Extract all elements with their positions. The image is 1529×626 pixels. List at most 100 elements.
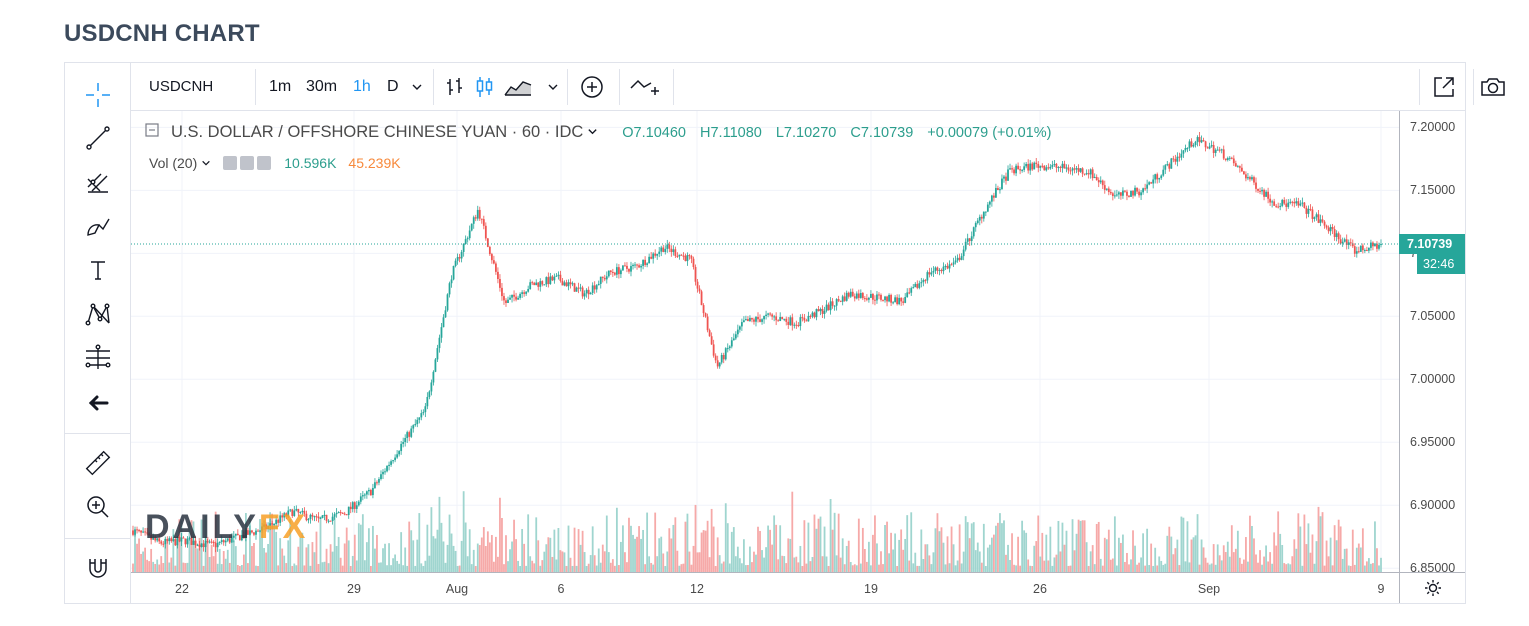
ohlc-values: O7.10460 H7.11080 L7.10270 C7.10739 +0.0… [622, 125, 1061, 141]
close-icon[interactable] [257, 156, 272, 170]
volume-bar [1198, 564, 1201, 572]
volume-bar [1029, 565, 1032, 572]
candle-body [349, 506, 352, 510]
candle-body [1017, 165, 1019, 170]
area-style-button[interactable] [503, 63, 533, 110]
candle-body [755, 316, 757, 322]
volume-bar [414, 565, 417, 572]
interval-dropdown[interactable] [411, 63, 423, 110]
candle-body [954, 260, 957, 263]
candle-body [624, 265, 626, 267]
volume-bar [936, 513, 939, 572]
hide-series-icon[interactable] [145, 123, 159, 142]
candles-style-button[interactable] [473, 63, 497, 110]
candle-body [1113, 195, 1116, 197]
candle-body [648, 256, 651, 264]
prediction-tool[interactable] [65, 338, 130, 378]
add-indicator-button[interactable] [579, 63, 605, 110]
volume-bar [1230, 525, 1233, 572]
interval-1h[interactable]: 1h [353, 77, 371, 95]
candle-body [1087, 173, 1090, 175]
volume-bar [1160, 560, 1163, 572]
screenshot-button[interactable] [1479, 63, 1507, 110]
volume-bar [1021, 520, 1024, 572]
measure-tool[interactable] [65, 443, 130, 483]
volume-bar [1283, 563, 1286, 572]
volume-bar [777, 559, 780, 572]
compare-button[interactable] [629, 63, 661, 110]
candle-body [710, 336, 713, 345]
volume-bar [795, 556, 798, 572]
text-tool[interactable] [65, 250, 130, 290]
candle-body [224, 540, 227, 543]
pattern-tool[interactable] [65, 294, 130, 334]
settings-icon[interactable] [240, 156, 255, 170]
zoom-in-tool[interactable] [65, 487, 130, 527]
crosshair-tool[interactable] [65, 75, 130, 115]
price-tick-label: 6.95000 [1410, 435, 1456, 450]
chart-style-dropdown[interactable] [547, 63, 559, 110]
candle-body [1370, 242, 1372, 248]
candle-body [200, 543, 203, 548]
volume-bar [668, 528, 671, 572]
volume-dropdown[interactable] [201, 155, 211, 171]
popout-button[interactable] [1431, 63, 1457, 110]
candle-body [1057, 167, 1060, 169]
candle-body [1124, 190, 1126, 192]
candle-body [547, 277, 550, 285]
candlestick-plot[interactable] [131, 111, 1399, 572]
volume-bar [960, 563, 963, 572]
interval-30m[interactable]: 30m [306, 77, 338, 95]
candle-body [1283, 199, 1286, 204]
volume-bar [402, 565, 405, 572]
candle-body [1357, 251, 1360, 253]
bar-style-button[interactable] [443, 63, 467, 110]
volume-bar [710, 508, 713, 572]
candle-body [1309, 208, 1312, 210]
volume-label[interactable]: Vol (20) [149, 155, 198, 171]
candle-body [432, 371, 435, 383]
series-dropdown[interactable] [587, 123, 598, 142]
candle-body [327, 520, 330, 522]
candle-body [622, 265, 624, 271]
candle-body [202, 543, 205, 548]
candle-body [521, 292, 524, 294]
series-title[interactable]: U.S. DOLLAR / OFFSHORE CHINESE YUAN · 60… [171, 123, 584, 141]
interval-1m[interactable]: 1m [269, 77, 292, 95]
symbol-search[interactable]: USDCNH [149, 78, 214, 95]
volume-bar [309, 565, 312, 572]
candle-body [1047, 167, 1050, 169]
axis-settings-button[interactable] [1399, 572, 1465, 603]
candle-body [412, 425, 415, 429]
volume-bar [595, 565, 598, 572]
candle-body [638, 265, 640, 268]
eye-icon[interactable] [223, 156, 238, 170]
candle-body [376, 482, 378, 484]
volume-bar [755, 554, 757, 572]
candle-body [228, 538, 231, 543]
volume-bar [497, 556, 499, 572]
back-tool[interactable] [65, 383, 130, 423]
brush-tool[interactable] [65, 206, 130, 246]
magnet-tool[interactable] [65, 548, 130, 588]
volume-bar [331, 551, 334, 572]
volume-bar [666, 551, 669, 572]
trend-line-tool[interactable] [65, 118, 130, 158]
chart-pane[interactable]: DAILYFX U.S. DOLLAR / OFFSHORE CHINESE Y… [131, 111, 1399, 572]
interval-d[interactable]: D [387, 77, 399, 95]
volume-bar [1220, 560, 1223, 572]
time-axis[interactable]: 22 29 Aug 6 12 19 26 Sep 9 [131, 572, 1399, 603]
volume-bar [628, 517, 630, 572]
volume-bar [460, 540, 463, 572]
pitchfork-tool[interactable] [65, 162, 130, 202]
volume-bar [742, 539, 745, 572]
candle-body [436, 348, 439, 360]
volume-bar [1140, 557, 1142, 572]
candle-body [613, 272, 616, 275]
candle-body [301, 510, 304, 512]
price-axis[interactable]: 7.200007.150007.100007.050007.000006.950… [1399, 111, 1465, 575]
candle-body [716, 360, 719, 367]
current-price-tag: 7.10739 [1399, 234, 1465, 255]
candle-body [747, 319, 749, 322]
volume-bar [646, 512, 649, 572]
